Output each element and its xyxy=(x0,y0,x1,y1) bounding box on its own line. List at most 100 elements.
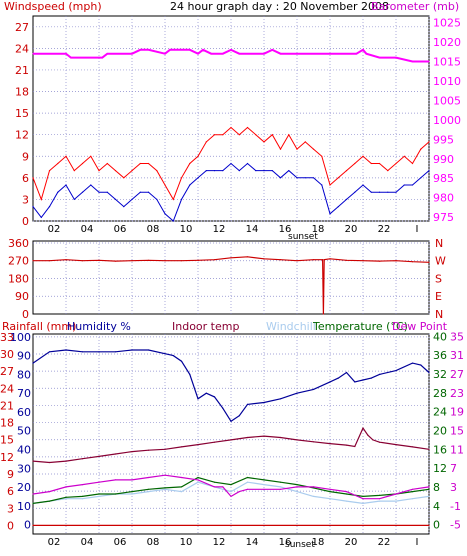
humidity-tick-label: 40 xyxy=(17,443,31,456)
windchill-line-point xyxy=(428,495,430,497)
avg-wind-line-point xyxy=(288,170,290,172)
avg-wind-line-point xyxy=(354,191,356,193)
indoor-temp-line-point xyxy=(372,439,374,441)
indoor-temp-line-point xyxy=(367,434,369,436)
baro-tick-label: 975 xyxy=(433,211,454,224)
x-tick-label: 14 xyxy=(246,224,259,235)
humidity-line-point xyxy=(114,351,117,353)
x-tick-label: 18 xyxy=(312,224,325,235)
humidity-line-point xyxy=(180,360,183,362)
compass-label: E xyxy=(435,290,442,303)
wind-tick-label: 3 xyxy=(22,193,29,206)
x-tick-label: 10 xyxy=(180,224,193,235)
direction-line-point xyxy=(378,260,381,262)
indoor-temp-line-point xyxy=(246,436,249,439)
temp-humidity-axis-labels: 0369121518212427303301020304050607080901… xyxy=(0,330,464,532)
avg-wind-line-point xyxy=(114,198,117,200)
gust-line-point xyxy=(222,134,224,136)
gust-line-point xyxy=(114,170,117,172)
humidity-line-point xyxy=(65,349,67,351)
indoor-temp-line-point xyxy=(345,444,348,446)
rain-tick-label: 3 xyxy=(7,502,14,515)
dewpoint-line-point xyxy=(147,476,150,479)
avg-wind-line-point xyxy=(98,191,100,193)
dewpoint-line-point xyxy=(345,491,348,493)
rain-tick-label: 6 xyxy=(7,485,14,498)
x-tick-label: 08 xyxy=(147,224,160,235)
windchill-line-point xyxy=(378,500,381,502)
dewpoint-line-point xyxy=(296,486,298,488)
legend-humidity: Humidity % xyxy=(67,320,131,333)
rain-tick-label: 24 xyxy=(0,382,14,395)
x-tick-label: 08 xyxy=(147,537,160,548)
indoor-temp-line-point xyxy=(65,460,67,462)
gust-line-point xyxy=(98,170,100,172)
avg-wind-line-point xyxy=(296,177,298,179)
legend-rainfall: Rainfall (mm) xyxy=(2,320,76,333)
temperature-line-point xyxy=(329,491,331,493)
wind-tick-label: 15 xyxy=(15,107,29,120)
gust-line-point xyxy=(378,162,381,165)
rain-tick-label: 33 xyxy=(0,331,14,344)
x-tick-label: 12 xyxy=(213,224,226,235)
x-tick-label: 16 xyxy=(279,537,292,548)
gust-line-point xyxy=(213,134,216,136)
barometer-line-point xyxy=(210,53,212,55)
temp-tick-label: 20 xyxy=(433,424,447,437)
humidity-tick-label: 0 xyxy=(24,519,31,532)
windchill-line-point xyxy=(263,484,265,486)
dewpoint-line-point xyxy=(131,479,133,481)
x-tick-label: 02 xyxy=(48,537,61,548)
humidity-line-point xyxy=(32,362,34,364)
barometer-line-point xyxy=(365,53,367,55)
direction-line-point xyxy=(428,261,430,263)
avg-wind-line-point xyxy=(90,184,92,186)
avg-wind-line-point xyxy=(246,162,249,165)
legend-indoor-temp: Indoor temp xyxy=(172,320,239,333)
gust-line-point xyxy=(296,148,298,150)
dewpoint-line-point xyxy=(164,474,166,476)
gust-line-point xyxy=(164,184,166,186)
baro-tick-label: 1010 xyxy=(433,75,461,88)
humidity-line-point xyxy=(205,392,207,394)
gust-line-point xyxy=(57,162,59,165)
dewpoint-line-point xyxy=(98,481,100,483)
compass-label: N xyxy=(435,237,443,250)
legend-temperature: Temperature (°C) xyxy=(312,320,408,333)
dewpoint-line-point xyxy=(428,486,430,488)
avg-wind-line-point xyxy=(387,191,389,193)
x-tick-label: 22 xyxy=(378,537,391,548)
windchill-line-point xyxy=(98,495,100,497)
gust-line-point xyxy=(288,134,290,136)
gust-line-point xyxy=(48,170,51,172)
humidity-tick-label: 70 xyxy=(17,387,31,400)
humidity-line-point xyxy=(147,349,150,351)
direction-line-point xyxy=(131,260,133,262)
gust-line-point xyxy=(73,170,75,172)
humidity-tick-label: 50 xyxy=(17,425,31,438)
avg-wind-line-point xyxy=(147,191,150,193)
gust-line-point xyxy=(40,198,42,200)
avg-wind-line-point xyxy=(403,184,405,186)
indoor-temp-line-point xyxy=(354,445,356,448)
indoor-temp-line-point xyxy=(428,448,430,450)
gust-line-point xyxy=(362,155,364,157)
humidity-tick-label: 10 xyxy=(17,500,31,513)
indoor-temp-line-point xyxy=(98,455,100,457)
temperature-line-point xyxy=(131,491,133,493)
wind-baro-axis-labels: 0 3 6 9 12 15 18 21 24 27 975 980 985 990 995 1000 1005 1… xyxy=(15,17,461,228)
humidity-line-point xyxy=(197,398,199,400)
gust-line-point xyxy=(65,155,67,157)
barometer-line-point xyxy=(263,53,265,55)
compass-label: S xyxy=(435,272,442,285)
x-tick-label: 10 xyxy=(180,537,193,548)
indoor-temp-line-point xyxy=(197,444,199,446)
indoor-temp-line-point xyxy=(378,441,381,443)
x-tick-label: 22 xyxy=(378,224,391,235)
barometer-line-point xyxy=(395,57,397,59)
dewpoint-line-point xyxy=(411,488,414,490)
gust-line-point xyxy=(189,162,191,165)
barometer-line-point xyxy=(312,53,315,55)
dewpoint-line-point xyxy=(213,486,216,488)
